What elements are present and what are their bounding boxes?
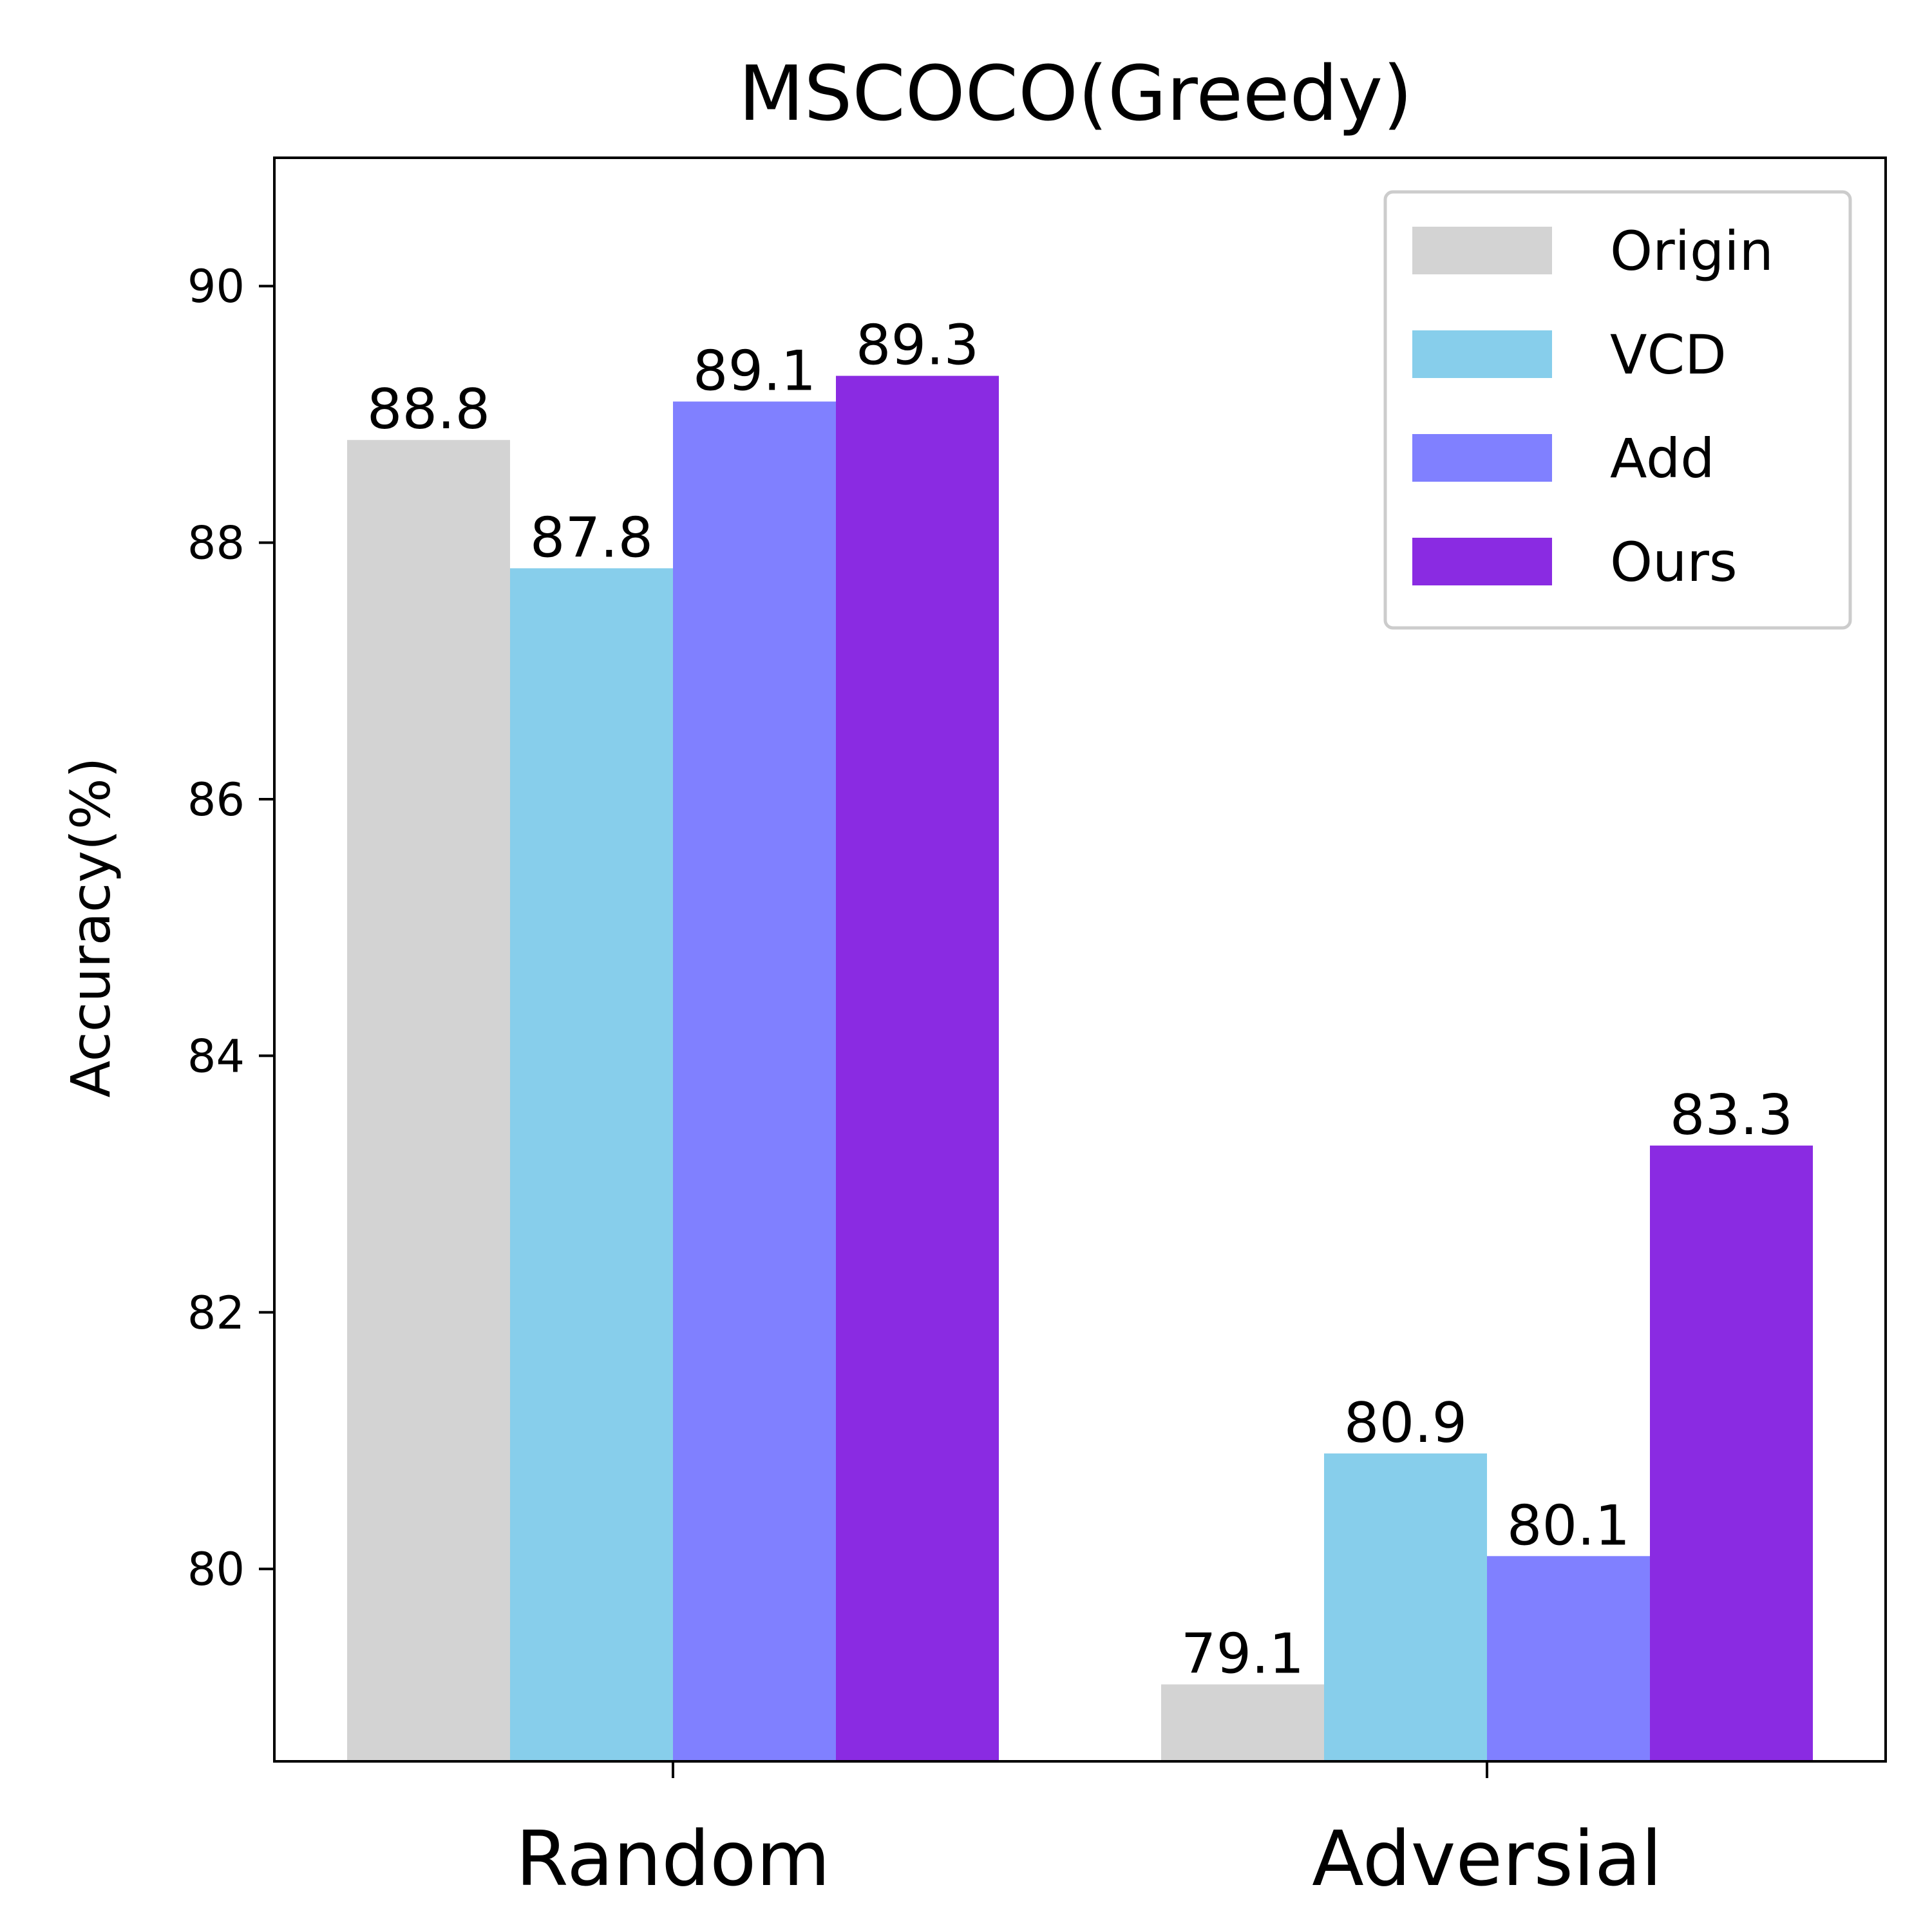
legend-label-origin: Origin	[1610, 220, 1774, 283]
x-tick-label: Random	[516, 1814, 831, 1903]
y-tick-label: 88	[187, 517, 245, 570]
legend: Origin VCD Add Ours	[1383, 190, 1852, 630]
x-tick-label: Adversial	[1312, 1814, 1662, 1903]
bar-origin-adversial	[1161, 1684, 1324, 1761]
y-tick-label: 90	[187, 260, 245, 313]
data-label: 87.8	[530, 506, 653, 570]
chart-title: MSCOCO(Greedy)	[739, 49, 1413, 138]
y-tick-label: 80	[187, 1543, 245, 1596]
y-tick-label: 84	[187, 1030, 245, 1083]
legend-swatch-vcd	[1412, 330, 1552, 378]
bar-add-adversial	[1487, 1556, 1650, 1761]
legend-swatch-origin	[1412, 227, 1552, 274]
bar-ours-adversial	[1650, 1145, 1813, 1761]
data-label: 89.1	[693, 339, 816, 404]
legend-label-vcd: VCD	[1610, 323, 1727, 386]
legend-box	[1383, 190, 1852, 630]
data-label: 80.9	[1344, 1391, 1467, 1455]
y-tick-label: 86	[187, 773, 245, 826]
data-label: 89.3	[856, 314, 979, 378]
legend-swatch-add	[1412, 434, 1552, 482]
bar-vcd-adversial	[1324, 1453, 1487, 1761]
data-label: 80.1	[1507, 1493, 1630, 1558]
bar-add-random	[673, 401, 836, 1761]
y-axis: 80 82 84 86 88 90	[187, 260, 274, 1596]
data-label: 83.3	[1670, 1083, 1793, 1148]
x-axis: Random Adversial	[516, 1761, 1662, 1903]
bars-layer	[347, 375, 1813, 1762]
legend-label-ours: Ours	[1610, 531, 1738, 594]
y-tick-label: 82	[187, 1287, 245, 1340]
plot-frame	[273, 156, 1887, 1763]
legend-label-add: Add	[1610, 427, 1715, 490]
bar-vcd-random	[510, 568, 673, 1761]
y-axis-label: Accuracy(%)	[59, 757, 122, 1098]
bar-origin-random	[347, 440, 510, 1762]
data-label: 88.8	[367, 377, 490, 442]
data-labels-layer: 88.8 79.1 87.8 80.9 89.1 80.1 89.3 83.3	[367, 314, 1793, 1687]
legend-swatch-ours	[1412, 538, 1552, 585]
bar-ours-random	[836, 375, 999, 1761]
data-label: 79.1	[1181, 1622, 1304, 1687]
